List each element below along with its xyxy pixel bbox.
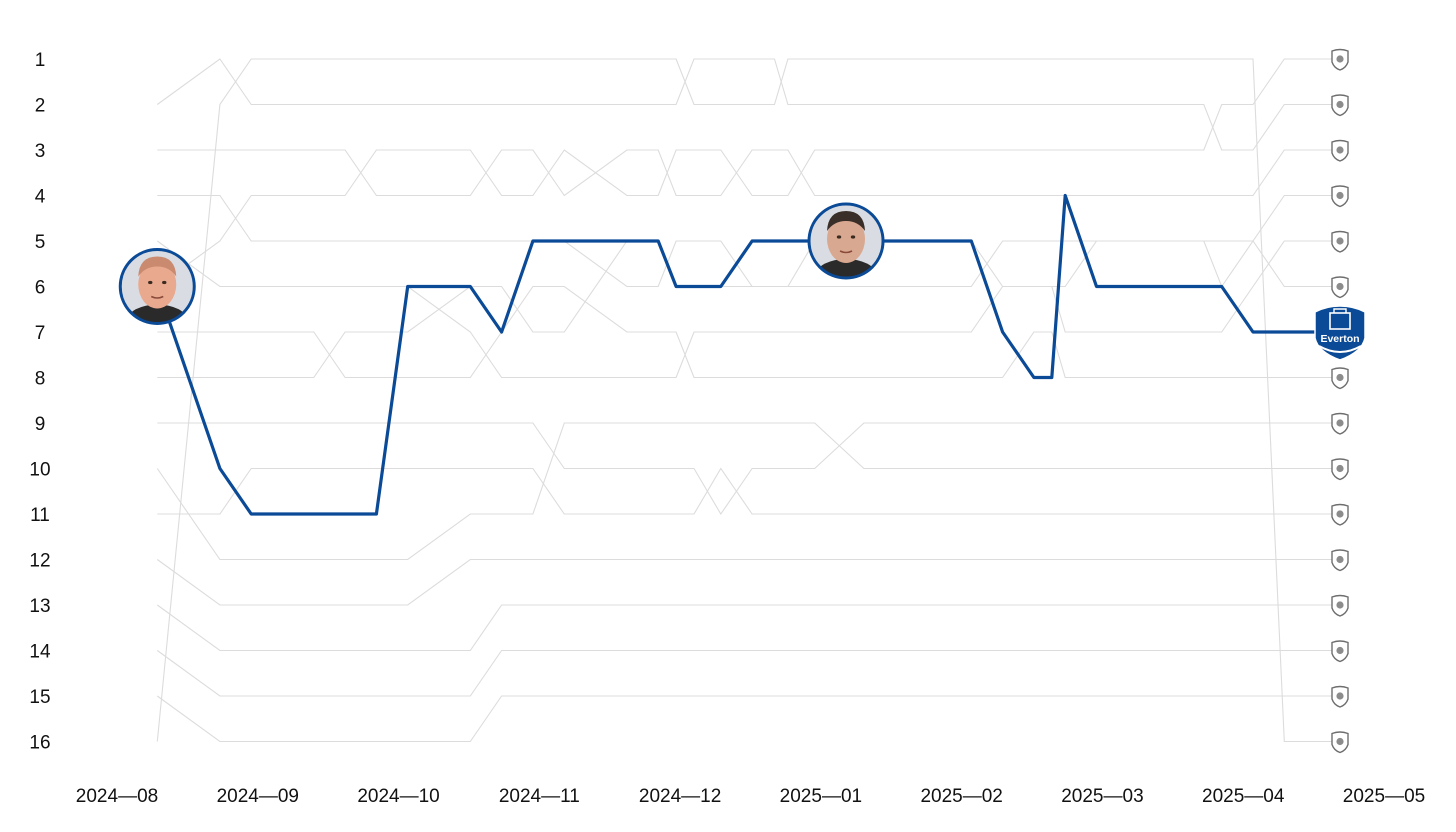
x-tick-label: 2025—05 — [1343, 786, 1425, 807]
y-tick-label: 3 — [35, 141, 46, 162]
manutd-crest-icon — [1331, 731, 1349, 754]
y-tick-label: 11 — [30, 505, 50, 526]
liverpool-crest-icon — [1331, 685, 1349, 708]
background-series-line — [156, 604, 1338, 652]
newcastle-crest-icon — [1331, 139, 1349, 162]
x-tick-labels: 2024—08 2024—09 2024—10 2024—11 2024—12 2025—… — [76, 786, 1425, 807]
y-tick-label: 7 — [35, 323, 46, 344]
background-series-line — [156, 695, 1338, 743]
background-series-line — [156, 58, 1338, 743]
fulham-crest-icon — [1331, 276, 1349, 299]
background-series-line — [157, 285, 1338, 379]
background-series-line — [156, 240, 1338, 379]
wolves-crest-icon — [1331, 412, 1349, 435]
westham-crest-icon — [1331, 640, 1349, 663]
forest-crest-icon — [1331, 48, 1349, 71]
y-tick-label: 13 — [29, 596, 50, 617]
chelsea-crest-icon — [1331, 230, 1349, 253]
y-tick-label: 10 — [29, 460, 50, 481]
y-tick-label: 5 — [35, 232, 46, 253]
x-tick-label: 2025—03 — [1061, 786, 1143, 807]
x-tick-label: 2025—02 — [920, 786, 1002, 807]
bournemouth-crest-icon — [1331, 185, 1349, 208]
background-series-line — [156, 422, 1338, 561]
background-series-line — [157, 149, 1338, 197]
manager-1-photo — [118, 248, 196, 325]
background-series-line — [156, 558, 1338, 606]
x-tick-label: 2024—08 — [76, 786, 158, 807]
y-tick-label: 1 — [35, 50, 46, 71]
highlight-series-group — [155, 193, 1332, 516]
x-tick-label: 2024—12 — [639, 786, 721, 807]
everton-crest-icon: Everton — [1314, 305, 1366, 361]
palace-crest-icon — [1331, 594, 1349, 617]
background-series-group — [156, 58, 1338, 743]
manager-2-photo — [807, 202, 885, 280]
mancity-crest-icon — [1331, 549, 1349, 572]
background-series-line — [156, 649, 1338, 697]
x-tick-label: 2024—09 — [217, 786, 299, 807]
x-tick-label: 2024—10 — [357, 786, 439, 807]
southampton-crest-icon — [1331, 458, 1349, 481]
y-tick-label: 14 — [29, 642, 51, 663]
y-tick-label: 4 — [35, 187, 46, 208]
y-tick-label: 16 — [29, 733, 50, 754]
y-tick-label: 2 — [35, 96, 46, 117]
y-tick-label: 15 — [29, 687, 50, 708]
brighton-crest-icon — [1331, 367, 1349, 390]
arsenal-crest-icon — [1331, 503, 1349, 526]
x-tick-label: 2024—11 — [499, 786, 580, 807]
right-marker-group: Everton — [1314, 48, 1366, 754]
y-tick-label: 8 — [35, 369, 46, 390]
leicester-crest-icon — [1331, 94, 1349, 117]
y-tick-label: 6 — [35, 278, 46, 299]
y-tick-label: 12 — [29, 551, 50, 572]
y-tick-label: 9 — [35, 414, 46, 435]
background-series-line — [157, 422, 1338, 516]
manager-annotations — [118, 202, 885, 325]
background-series-line — [157, 240, 1338, 379]
background-series-line — [156, 58, 1338, 287]
x-tick-label: 2025—01 — [780, 786, 862, 807]
x-tick-label: 2025—04 — [1202, 786, 1285, 807]
background-series-line — [156, 58, 1338, 151]
everton-crest-text: Everton — [1320, 333, 1359, 345]
highlight-series-line — [155, 193, 1332, 516]
background-series-line — [157, 467, 1338, 515]
